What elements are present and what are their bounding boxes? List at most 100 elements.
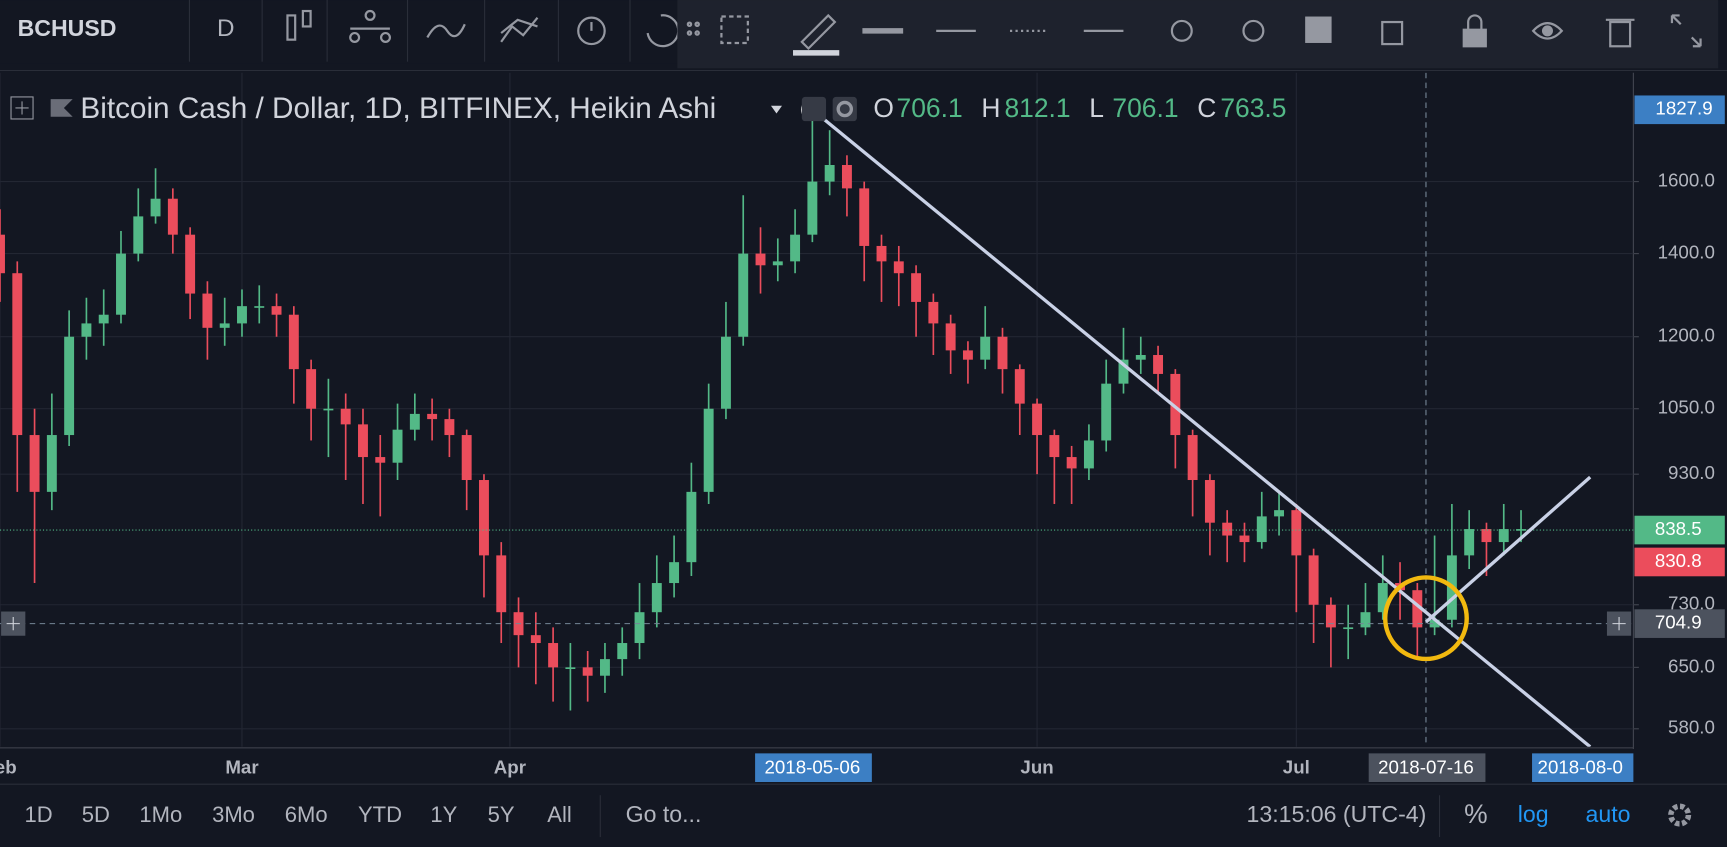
candle-body: [1032, 403, 1043, 436]
candle-body: [496, 555, 507, 613]
collapse-icon: [15, 101, 29, 115]
candle-body: [323, 408, 334, 411]
candle-body: [720, 336, 731, 409]
overlay: 838.5 830.8 1827.9 704.9 2018-05-06 2018-07-1…: [1, 95, 1725, 783]
goto[interactable]: Go to...: [626, 801, 702, 827]
candle-body: [841, 164, 852, 189]
range-button[interactable]: 5D: [82, 802, 110, 827]
eye-button[interactable]: [801, 96, 827, 122]
y-tick-label: 730.0: [1668, 593, 1715, 614]
candle-body: [1204, 480, 1215, 523]
clock: 13:15:06 (UTC-4): [1247, 801, 1427, 827]
ohlc-key: O: [873, 93, 894, 123]
candle-body: [599, 659, 610, 676]
collapse-button[interactable]: [10, 96, 34, 120]
candle-body: [185, 234, 196, 294]
candle-body: [444, 419, 455, 436]
candle-body: [392, 429, 403, 463]
range-buttons: 1D 5D 1Mo 3Mo 6Mo YTD 1Y 5Y All: [24, 802, 571, 827]
candle-body: [755, 253, 766, 266]
plus-icon: [1612, 617, 1626, 631]
candle-body: [876, 245, 887, 262]
candle-body: [703, 408, 714, 492]
range-button[interactable]: 5Y: [488, 802, 515, 827]
y-tick-label: 1400.0: [1658, 242, 1715, 263]
candle-body: [46, 435, 57, 492]
ohlc-value: 763.5: [1220, 93, 1286, 123]
candle-body: [306, 369, 317, 409]
candle-body: [1170, 373, 1181, 436]
flag-icon[interactable]: [50, 99, 73, 117]
toolbar-icons[interactable]: [286, 9, 680, 48]
candle-body: [807, 181, 818, 235]
price-label: 1827.9: [1655, 98, 1712, 119]
y-tick-label: 1050.0: [1658, 397, 1715, 418]
candle-body: [133, 216, 144, 254]
plus-icon: [6, 617, 20, 631]
candle-body: [1412, 590, 1423, 628]
candle-body: [64, 336, 75, 436]
date-label: 2018-08-0: [1538, 757, 1623, 778]
candle-body: [1239, 535, 1250, 543]
range-button[interactable]: 1Y: [430, 802, 457, 827]
candle-body: [859, 188, 870, 246]
candle-body: [548, 643, 559, 668]
title-dropdown[interactable]: [770, 105, 782, 114]
range-button[interactable]: YTD: [358, 802, 402, 827]
candle-body: [1377, 583, 1388, 613]
date-label: 2018-07-16: [1378, 757, 1474, 778]
candle-body: [1360, 612, 1371, 628]
candle-body: [772, 261, 783, 266]
candle-body: [686, 491, 697, 563]
plot: [0, 72, 1634, 747]
candle-body: [375, 457, 386, 463]
candle-body: [116, 253, 126, 315]
y-tick-label: 930.0: [1668, 462, 1715, 483]
candle-body: [1481, 529, 1492, 543]
drawing-toolbar: [677, 0, 1719, 69]
range-button[interactable]: All: [547, 802, 571, 827]
candle-body: [669, 562, 680, 584]
candle-body: [530, 635, 541, 644]
range-button[interactable]: 3Mo: [212, 802, 255, 827]
date-label-box: [1532, 753, 1634, 783]
x-tick-label: Apr: [494, 757, 526, 778]
candle-body: [340, 408, 351, 425]
log-toggle[interactable]: log: [1518, 801, 1549, 827]
candle-body: [12, 273, 23, 436]
range-button[interactable]: 6Mo: [285, 802, 328, 827]
candle-body: [1083, 440, 1094, 469]
candle-body: [461, 435, 472, 481]
candle-body: [409, 413, 420, 430]
candle-body: [150, 198, 161, 217]
candle-body: [1343, 627, 1354, 630]
symbol[interactable]: BCHUSD: [18, 15, 117, 41]
candle-body: [911, 273, 922, 302]
range-button[interactable]: 1Mo: [139, 802, 182, 827]
y-tick-label: 650.0: [1668, 655, 1715, 676]
settings-gear[interactable]: [1668, 803, 1692, 827]
settings-button[interactable]: [832, 96, 857, 122]
date-label-box: [1368, 753, 1486, 783]
candle-body: [634, 612, 645, 644]
candle-body: [997, 336, 1008, 370]
date-label: 2018-05-06: [764, 757, 860, 778]
x-tick-label: Jul: [1283, 757, 1310, 778]
range-button[interactable]: 1D: [24, 802, 52, 827]
drawing-toolbar-icons[interactable]: [686, 13, 1702, 56]
auto-toggle[interactable]: auto: [1586, 801, 1631, 827]
percent-toggle[interactable]: %: [1464, 799, 1488, 829]
price-label: 704.9: [1655, 612, 1702, 633]
candle-body: [565, 667, 576, 670]
candle-body: [738, 253, 749, 337]
candle-body: [271, 306, 282, 315]
ohlc-legend: O 706.1 H 812.1 L 706.1 C 763.5: [873, 93, 1286, 123]
candle-body: [651, 583, 662, 613]
candle-body: [29, 435, 40, 492]
interval[interactable]: D: [217, 15, 235, 42]
candle-body: [1049, 435, 1060, 458]
grid: 580.0 650.0 730.0 930.0 1050.0 1200.0 1400.0 16…: [0, 72, 1715, 778]
candle-body: [1274, 510, 1285, 517]
date-label-box: [755, 753, 872, 783]
